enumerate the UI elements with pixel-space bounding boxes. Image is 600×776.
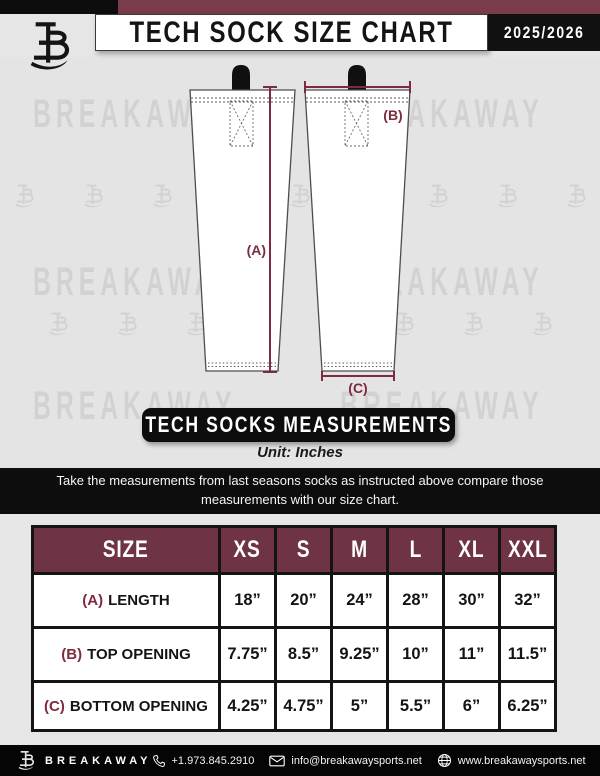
measurement-c-line: [321, 371, 395, 381]
bottom-opening-l: 5.5”: [386, 680, 445, 732]
measurement-a-line: [263, 86, 277, 373]
instruction-bar: Take the measurements from last seasons …: [0, 468, 600, 514]
table-header-row: SIZE XS S M L XL XXL: [31, 525, 557, 575]
unit-label: Unit: Inches: [257, 444, 343, 461]
col-header-s: S: [274, 525, 333, 575]
bottom-opening-xl: 6”: [442, 680, 501, 732]
length-l: 28”: [386, 572, 445, 629]
velcro-patch: [344, 100, 369, 147]
measurement-b-line: [304, 81, 411, 93]
bottom-opening-xxl: 6.25”: [498, 680, 557, 732]
col-header-xs: XS: [218, 525, 277, 575]
top-strip-black: [0, 0, 118, 14]
row-label-bottom-opening: (C) BOTTOM OPENING: [31, 680, 221, 732]
season-badge: 2025/2026: [488, 14, 600, 51]
footer-brand-name: BREAKAWAY: [45, 754, 152, 767]
footer-contacts: +1.973.845.2910 info@breakawaysports.net…: [152, 753, 586, 768]
length-s: 20”: [274, 572, 333, 629]
length-xxl: 32”: [498, 572, 557, 629]
sock-tab: [348, 65, 366, 91]
envelope-icon: [269, 755, 286, 766]
size-table: SIZE XS S M L XL XXL (A) LENGTH 18” 20” 2…: [31, 525, 557, 732]
footer-bar: BREAKAWAY +1.973.845.2910 info@breakaway…: [0, 745, 600, 776]
length-m: 24”: [330, 572, 389, 629]
top-opening-m: 9.25”: [330, 626, 389, 683]
length-xl: 30”: [442, 572, 501, 629]
bottom-opening-m: 5”: [330, 680, 389, 732]
col-header-l: L: [386, 525, 445, 575]
sock-tab: [232, 65, 250, 91]
sock-back: [304, 65, 411, 372]
phone-icon: [152, 754, 165, 767]
breakaway-logo-icon: [17, 750, 35, 771]
measurement-a-label: (A): [247, 242, 266, 258]
top-opening-xs: 7.75”: [218, 626, 277, 683]
title-bar: TECH SOCK SIZE CHART: [95, 14, 488, 51]
sock-diagram-section: BREAKAWAY BREAKAWAY BREAKAWAY BREAKAWAY …: [0, 58, 600, 468]
length-xs: 18”: [218, 572, 277, 629]
footer-brand: BREAKAWAY: [16, 749, 152, 772]
col-header-xl: XL: [442, 525, 501, 575]
table-row-length: (A) LENGTH 18” 20” 24” 28” 30” 32”: [31, 572, 557, 629]
top-opening-s: 8.5”: [274, 626, 333, 683]
page-title: TECH SOCK SIZE CHART: [129, 15, 454, 49]
instruction-text: Take the measurements from last seasons …: [56, 473, 544, 507]
velcro-patch: [229, 100, 254, 147]
top-opening-l: 10”: [386, 626, 445, 683]
top-strip-maroon: [118, 0, 600, 14]
row-label-top-opening: (B) TOP OPENING: [31, 626, 221, 683]
top-opening-xxl: 11.5”: [498, 626, 557, 683]
watermark-text: BREAKAWAY: [33, 260, 237, 304]
footer-phone[interactable]: +1.973.845.2910: [152, 754, 254, 768]
globe-icon: [437, 753, 451, 768]
measurement-c-label: (C): [348, 380, 367, 396]
bottom-opening-xs: 4.25”: [218, 680, 277, 732]
sock-measurement-diagram: (A) (B) (C): [189, 65, 411, 396]
sock-front: [189, 65, 296, 372]
row-label-length: (A) LENGTH: [31, 572, 221, 629]
bottom-opening-s: 4.75”: [274, 680, 333, 732]
top-strip: [0, 0, 600, 14]
measurements-banner: TECH SOCKS MEASUREMENTS: [142, 408, 455, 442]
table-row-top-opening: (B) TOP OPENING 7.75” 8.5” 9.25” 10” 11” …: [31, 626, 557, 683]
measurements-banner-label: TECH SOCKS MEASUREMENTS: [145, 412, 452, 437]
footer-website[interactable]: www.breakawaysports.net: [437, 753, 586, 768]
footer-email[interactable]: info@breakawaysports.net: [269, 755, 422, 767]
measurement-b-label: (B): [383, 107, 402, 123]
col-header-xxl: XXL: [498, 525, 557, 575]
breakaway-logo-icon: [24, 18, 74, 74]
col-header-m: M: [330, 525, 389, 575]
table-row-bottom-opening: (C) BOTTOM OPENING 4.25” 4.75” 5” 5.5” 6”…: [31, 680, 557, 732]
col-header-size: SIZE: [31, 525, 221, 575]
season-label: 2025/2026: [503, 22, 585, 42]
top-opening-xl: 11”: [442, 626, 501, 683]
